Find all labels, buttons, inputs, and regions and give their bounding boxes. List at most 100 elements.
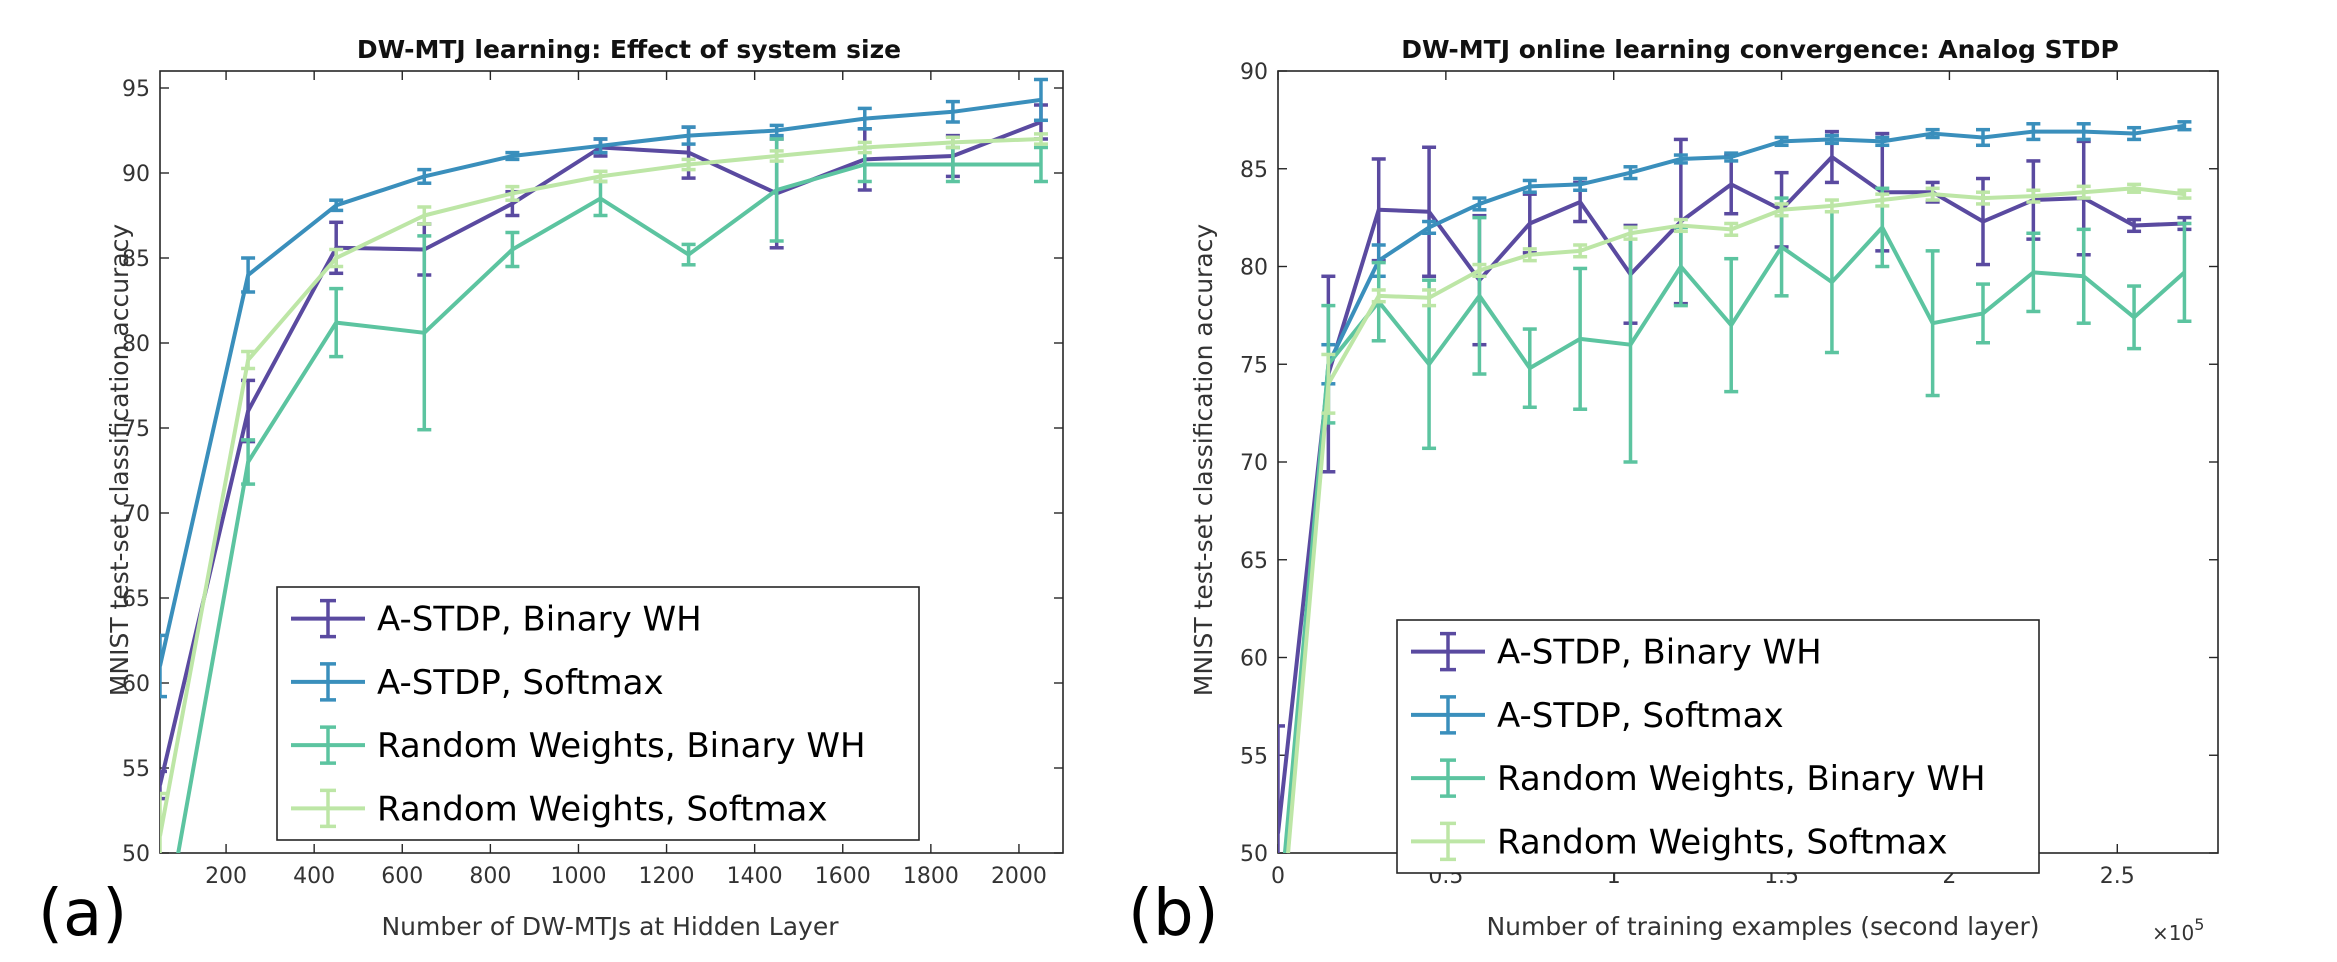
- x-tick-label: 600: [381, 864, 423, 889]
- y-tick-label: 90: [1240, 60, 1268, 85]
- x-tick-label: 800: [469, 864, 511, 889]
- error-bar: [1925, 249, 1940, 398]
- axis-ticks-a: 200 400 600 800 1000 1200 1400 1600 1800 2000 50 55…: [122, 71, 1063, 889]
- x-axis-label-a: Number of DW-MTJs at Hidden Layer: [381, 912, 839, 941]
- legend-label: A-STDP, Softmax: [377, 663, 664, 703]
- error-bar: [1321, 352, 1336, 415]
- y-tick-label: 80: [1240, 256, 1268, 281]
- y-tick-label: 55: [122, 757, 150, 782]
- x-tick-label: 1000: [550, 864, 606, 889]
- error-bar: [2076, 184, 2091, 200]
- legend-label: A-STDP, Binary WH: [377, 600, 702, 640]
- legend-box: [1396, 619, 2040, 874]
- error-bar: [2076, 122, 2091, 142]
- error-bar: [681, 125, 696, 146]
- error-bar: [1371, 288, 1386, 304]
- series-1: [160, 77, 1048, 699]
- error-bar: [1422, 288, 1437, 308]
- error-bar: [1422, 278, 1437, 451]
- y-tick-label: 95: [122, 77, 150, 102]
- panel-label-b: (b): [1128, 877, 1219, 951]
- error-bar: [593, 137, 608, 155]
- error-bar: [1824, 133, 1839, 146]
- error-bar: [1033, 77, 1048, 123]
- error-bar: [593, 169, 608, 184]
- error-bar: [681, 242, 696, 267]
- y-tick-label: 85: [1240, 158, 1268, 183]
- error-bar: [1673, 217, 1688, 234]
- error-bar: [1573, 266, 1588, 411]
- error-bar: [1472, 215, 1487, 376]
- x-tick-label: 200: [205, 864, 247, 889]
- chart-title-a: DW-MTJ learning: Effect of system size: [357, 35, 901, 64]
- legend-item: A-STDP, Softmax: [1411, 695, 1784, 736]
- legend-b: A-STDP, Binary WH A-STDP, Softmax Random W…: [1396, 619, 2040, 874]
- chart-panel-a: DW-MTJ learning: Effect of system size 2…: [38, 35, 1064, 951]
- error-bar: [945, 135, 960, 150]
- error-bar: [2026, 122, 2041, 142]
- error-bar: [2177, 120, 2192, 132]
- error-bar: [329, 247, 344, 269]
- error-bar: [1573, 176, 1588, 193]
- error-bar: [1724, 151, 1739, 163]
- error-bar: [241, 349, 256, 371]
- legend-label: A-STDP, Softmax: [1497, 696, 1784, 736]
- y-tick-label: 50: [1240, 842, 1268, 867]
- y-tick-label: 65: [122, 587, 150, 612]
- legend-item: Random Weights, Softmax: [291, 788, 828, 829]
- error-bar: [1422, 145, 1437, 279]
- y-tick-label: 60: [1240, 647, 1268, 672]
- error-bar: [1422, 219, 1437, 236]
- error-bar: [857, 140, 872, 155]
- legend-box: [276, 586, 920, 841]
- x-tick-label: 400: [293, 864, 335, 889]
- error-bar: [857, 106, 872, 131]
- series-group-b: [1278, 120, 2192, 853]
- error-bar: [505, 184, 520, 202]
- legend-label: Random Weights, Binary WH: [1497, 759, 1986, 799]
- x-tick-label: 2.5: [2100, 864, 2135, 889]
- error-bar: [1774, 135, 1789, 148]
- series-3: [160, 132, 1048, 853]
- series-2: [176, 137, 1048, 853]
- x-tick-label: 1200: [639, 864, 695, 889]
- series-group-a: [160, 77, 1048, 853]
- legend-label: A-STDP, Binary WH: [1497, 633, 1822, 673]
- y-axis-label-b: MNIST test-set classification accuracy: [1189, 224, 1218, 697]
- error-bar: [160, 769, 167, 801]
- chart-panel-b: DW-MTJ online learning convergence: Anal…: [1128, 35, 2219, 951]
- y-tick-label: 50: [122, 842, 150, 867]
- error-bar: [2026, 231, 2041, 314]
- error-bar: [1033, 145, 1048, 184]
- y-axis-label-a: MNIST test-set classification accuracy: [105, 224, 134, 697]
- error-bar: [1472, 196, 1487, 212]
- legend-label: Random Weights, Softmax: [377, 789, 828, 829]
- error-bar: [417, 234, 432, 432]
- error-bar: [1925, 186, 1940, 202]
- y-tick-label: 55: [1240, 744, 1268, 769]
- error-bar: [241, 438, 256, 486]
- error-bar: [2026, 188, 2041, 204]
- error-bar: [1976, 190, 1990, 206]
- legend-a: A-STDP, Binary WH A-STDP, Softmax Random W…: [276, 586, 920, 841]
- error-bar: [681, 157, 696, 172]
- legend-label: Random Weights, Binary WH: [377, 726, 866, 766]
- x-multiplier-b: ×105: [2152, 915, 2204, 945]
- y-tick-label: 90: [122, 162, 150, 187]
- x-multiplier-exponent: 5: [2194, 915, 2204, 934]
- legend-item: A-STDP, Binary WH: [1411, 631, 1822, 673]
- error-bar: [2127, 284, 2142, 351]
- y-tick-label: 60: [122, 672, 150, 697]
- x-tick-label: 1400: [727, 864, 783, 889]
- y-tick-label: 75: [1240, 353, 1268, 378]
- error-bar: [945, 99, 960, 124]
- error-bar: [1824, 198, 1839, 214]
- legend-item: A-STDP, Binary WH: [291, 598, 702, 640]
- error-bar: [2127, 217, 2142, 234]
- error-bar: [329, 198, 344, 213]
- y-tick-label: 75: [122, 417, 150, 442]
- x-tick-label: 1600: [815, 864, 871, 889]
- y-tick-label: 70: [1240, 451, 1268, 476]
